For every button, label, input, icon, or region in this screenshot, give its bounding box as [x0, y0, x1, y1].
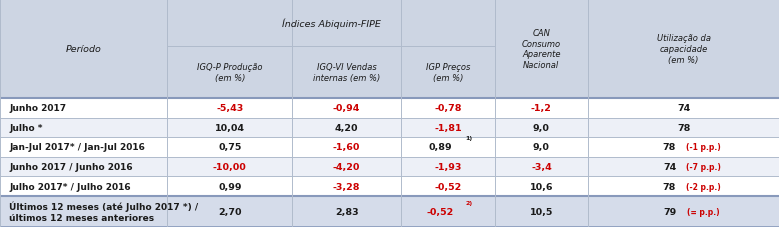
Text: Período: Período	[65, 45, 102, 54]
Text: IGQ-P Produção
(em %): IGQ-P Produção (em %)	[197, 63, 263, 82]
Text: -10,00: -10,00	[213, 162, 247, 171]
Text: -1,2: -1,2	[531, 104, 552, 113]
Text: (-7 p.p.): (-7 p.p.)	[686, 162, 721, 171]
Text: -1,60: -1,60	[333, 143, 361, 152]
Text: IGP Preços
(em %): IGP Preços (em %)	[426, 63, 470, 82]
Text: 78: 78	[677, 123, 690, 132]
Text: -3,4: -3,4	[531, 162, 552, 171]
Text: Últimos 12 meses (até Julho 2017 *) /
últimos 12 meses anteriores: Últimos 12 meses (até Julho 2017 *) / úl…	[9, 201, 199, 222]
Text: Julho *: Julho *	[9, 123, 43, 132]
Text: 9,0: 9,0	[533, 143, 550, 152]
Text: Utilização da
capacidade
(em %): Utilização da capacidade (em %)	[657, 34, 710, 64]
Text: -5,43: -5,43	[217, 104, 243, 113]
Text: 10,6: 10,6	[530, 182, 553, 191]
Text: -4,20: -4,20	[333, 162, 361, 171]
Text: 78: 78	[663, 182, 676, 191]
Text: Junho 2017: Junho 2017	[9, 104, 66, 113]
Text: 9,0: 9,0	[533, 123, 550, 132]
Text: -0,52: -0,52	[427, 207, 453, 216]
Text: 2,70: 2,70	[218, 207, 241, 216]
Text: 0,99: 0,99	[218, 182, 241, 191]
Bar	[0, 118, 779, 138]
Text: 2,83: 2,83	[335, 207, 358, 216]
Bar	[0, 157, 779, 176]
Text: 0,89: 0,89	[428, 143, 452, 152]
Bar	[0, 196, 779, 227]
Text: -1,93: -1,93	[434, 162, 462, 171]
Text: 2): 2)	[465, 200, 472, 205]
Text: -0,78: -0,78	[434, 104, 462, 113]
Text: CAN
Consumo
Aparente
Nacional: CAN Consumo Aparente Nacional	[522, 29, 561, 70]
Text: 78: 78	[663, 143, 676, 152]
Text: 10,04: 10,04	[215, 123, 245, 132]
Text: -0,94: -0,94	[333, 104, 361, 113]
Text: 10,5: 10,5	[530, 207, 553, 216]
Text: 4,20: 4,20	[335, 123, 358, 132]
Bar	[0, 99, 779, 118]
Text: (= p.p.): (= p.p.)	[687, 207, 719, 216]
Text: -3,28: -3,28	[333, 182, 361, 191]
Bar	[0, 176, 779, 196]
Text: 79: 79	[663, 207, 676, 216]
Text: IGQ-VI Vendas
internas (em %): IGQ-VI Vendas internas (em %)	[313, 63, 380, 82]
Text: 1): 1)	[465, 136, 472, 141]
Text: 74: 74	[677, 104, 690, 113]
Text: -0,52: -0,52	[435, 182, 461, 191]
Text: 74: 74	[663, 162, 676, 171]
Text: -1,81: -1,81	[434, 123, 462, 132]
Text: (-2 p.p.): (-2 p.p.)	[686, 182, 721, 191]
Text: 0,75: 0,75	[218, 143, 241, 152]
Text: Julho 2017* / Julho 2016: Julho 2017* / Julho 2016	[9, 182, 131, 191]
Bar	[0, 138, 779, 157]
Text: Junho 2017 / Junho 2016: Junho 2017 / Junho 2016	[9, 162, 133, 171]
Text: Jan-Jul 2017* / Jan-Jul 2016: Jan-Jul 2017* / Jan-Jul 2016	[9, 143, 145, 152]
Text: (-1 p.p.): (-1 p.p.)	[686, 143, 721, 152]
Text: Índices Abiquim-FIPE: Índices Abiquim-FIPE	[282, 18, 380, 29]
Bar	[0, 0, 779, 99]
